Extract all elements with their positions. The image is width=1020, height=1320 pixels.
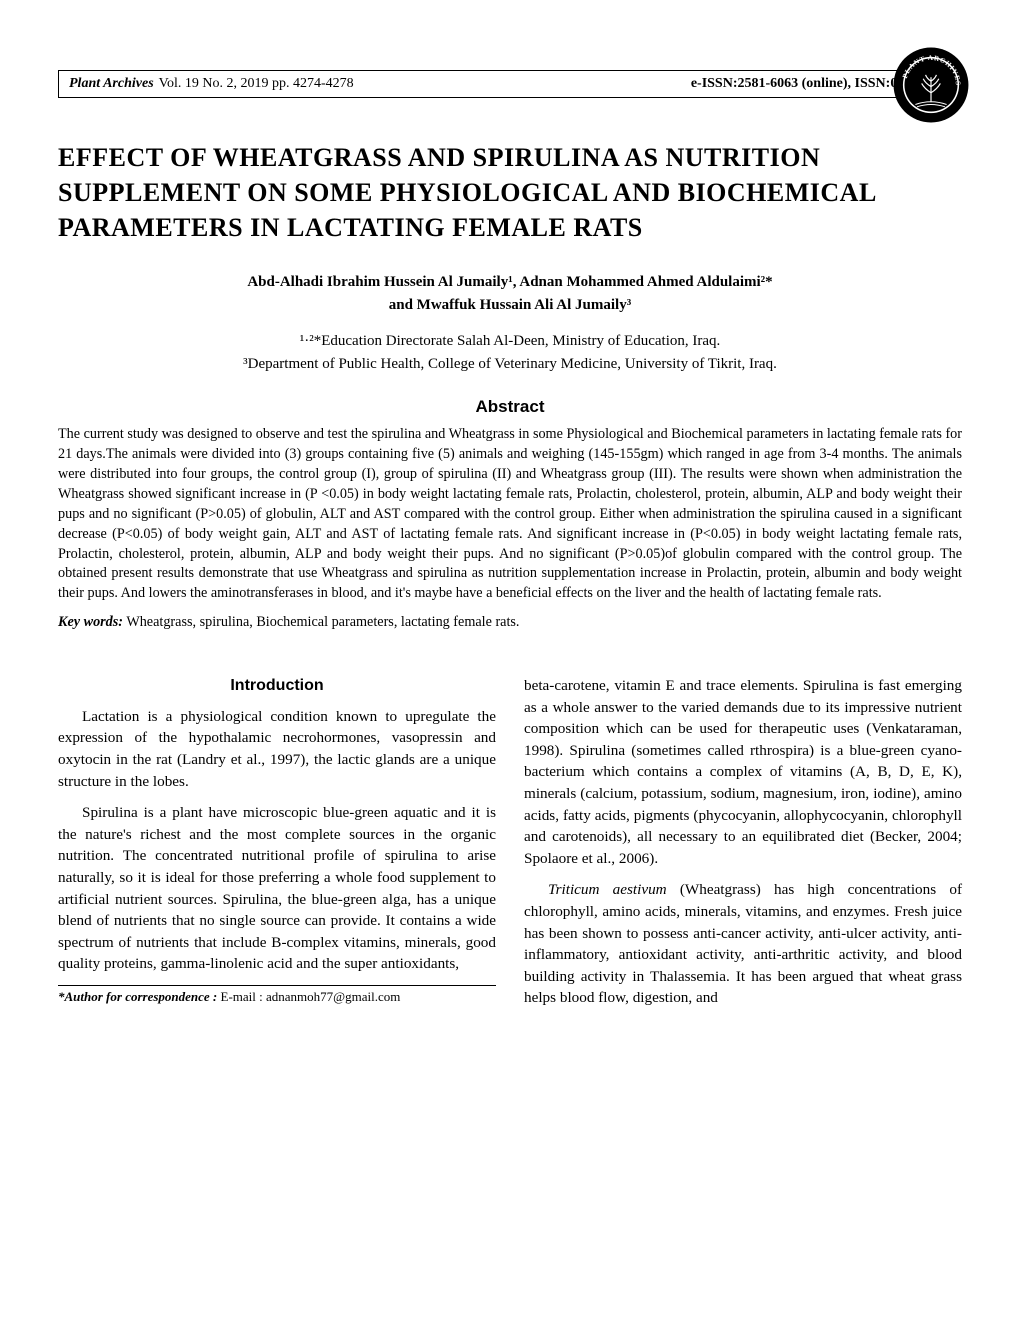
correspondence-footnote: *Author for correspondence : E-mail : ad… — [58, 988, 496, 1006]
introduction-heading: Introduction — [58, 675, 496, 698]
footnote-text: E-mail : adnanmoh77@gmail.com — [217, 989, 400, 1004]
keywords-label: Key words: — [58, 614, 123, 630]
title-line1: EFFECT OF WHEATGRASS AND SPIRULINA AS NU… — [58, 143, 820, 172]
keywords: Key words: Wheatgrass, spirulina, Bioche… — [58, 614, 962, 631]
authors-line1: Abd-Alhadi Ibrahim Hussein Al Jumaily¹, … — [247, 274, 772, 290]
species-name: Triticum aestivum — [548, 881, 667, 898]
intro-para-1: Lactation is a physiological condition k… — [58, 706, 496, 792]
col2-para-1: beta-carotene, vitamin E and trace eleme… — [524, 675, 962, 869]
intro-para-2: Spirulina is a plant have microscopic bl… — [58, 802, 496, 975]
column-left: Introduction Lactation is a physiologica… — [58, 675, 496, 1019]
abstract-body: The current study was designed to observ… — [58, 425, 962, 604]
journal-logo: PLANT ARCHIVES — [892, 46, 970, 124]
keywords-text: Wheatgrass, spirulina, Biochemical param… — [123, 614, 519, 630]
body-columns: Introduction Lactation is a physiologica… — [58, 675, 962, 1019]
journal-header: Plant Archives Vol. 19 No. 2, 2019 pp. 4… — [58, 70, 962, 98]
journal-name: Plant Archives — [69, 76, 154, 92]
abstract-heading: Abstract — [58, 397, 962, 417]
authors-line2: and Mwaffuk Hussain Ali Al Jumaily³ — [389, 297, 631, 313]
affiliations: ¹·²*Education Directorate Salah Al-Deen,… — [58, 330, 962, 375]
affiliation-2: ³Department of Public Health, College of… — [243, 356, 777, 372]
footnote-label: *Author for correspondence : — [58, 989, 217, 1004]
col2-para-2: Triticum aestivum (Wheatgrass) has high … — [524, 879, 962, 1008]
footnote-rule — [58, 985, 496, 986]
affiliation-1: ¹·²*Education Directorate Salah Al-Deen,… — [300, 333, 721, 349]
paper-title: EFFECT OF WHEATGRASS AND SPIRULINA AS NU… — [58, 140, 962, 245]
title-line2: SUPPLEMENT ON SOME PHYSIOLOGICAL AND BIO… — [58, 178, 877, 207]
journal-header-left: Plant Archives Vol. 19 No. 2, 2019 pp. 4… — [69, 76, 354, 92]
title-line3: PARAMETERS IN LACTATING FEMALE RATS — [58, 213, 643, 242]
authors: Abd-Alhadi Ibrahim Hussein Al Jumaily¹, … — [58, 271, 962, 316]
col2-para-2-rest: (Wheatgrass) has high concentrations of … — [524, 881, 962, 1006]
column-right: beta-carotene, vitamin E and trace eleme… — [524, 675, 962, 1019]
volume-info: Vol. 19 No. 2, 2019 pp. 4274-4278 — [159, 76, 354, 92]
